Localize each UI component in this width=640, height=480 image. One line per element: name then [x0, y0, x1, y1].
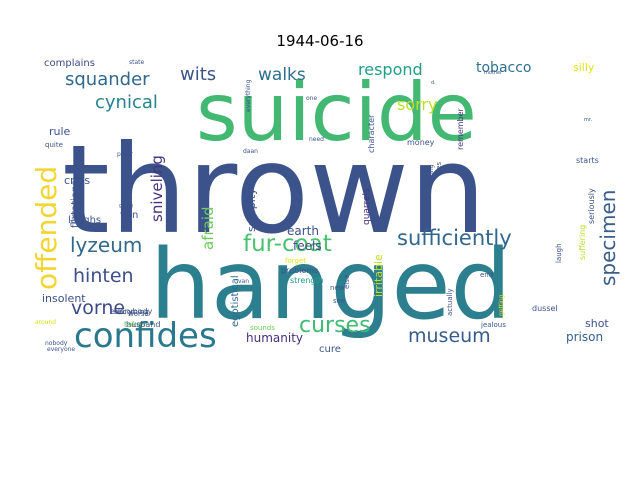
word-flirtations: flirtations — [70, 180, 81, 228]
chart-title: 1944-06-16 — [276, 32, 364, 50]
word-cynical: cynical — [95, 92, 158, 113]
word-irritable: irritable — [372, 254, 385, 297]
word-vorne: vorne — [71, 297, 125, 319]
word-going: going — [119, 203, 133, 209]
word-wits: wits — [180, 64, 216, 85]
word-thrown: thrown — [62, 119, 486, 261]
word-forget: forget — [285, 257, 306, 265]
word-jealous: jealous — [480, 321, 506, 329]
word-hinten: hinten — [73, 265, 134, 287]
word-fur-coat: fur-coat — [243, 231, 332, 257]
word-cries: cries — [64, 174, 90, 187]
word-new: new — [330, 284, 345, 292]
word-laugh: laugh — [555, 243, 563, 263]
word-suicide: suicide — [196, 66, 477, 159]
word-character: character — [367, 114, 376, 153]
word-curses: curses — [299, 313, 371, 338]
word-quarrels: quarrels — [362, 188, 372, 225]
word-everything: everything — [245, 79, 252, 112]
word-everybody: everybody — [110, 307, 153, 316]
word-mother: mother — [484, 70, 503, 76]
word-von: von — [120, 210, 138, 221]
word-peter: peter — [117, 151, 134, 158]
word-museum: museum — [408, 325, 491, 347]
word-van: van — [238, 278, 249, 285]
word-specimen: specimen — [596, 190, 620, 286]
word-end: end — [480, 271, 493, 279]
word-humanity: humanity — [246, 331, 303, 345]
word-cure: cure — [319, 344, 341, 355]
word-earth: earth — [287, 224, 319, 238]
word-see: see — [333, 297, 345, 305]
word-feels: feels — [293, 239, 322, 253]
word-strength: strength — [290, 276, 324, 285]
word-state: state — [129, 59, 145, 66]
word-money: money — [407, 138, 435, 147]
word-one: one — [306, 95, 317, 102]
word-insolent: insolent — [42, 292, 86, 305]
word-walks: walks — [258, 65, 306, 85]
word-suffering: suffering — [578, 225, 587, 260]
word-getting: getting — [498, 294, 505, 316]
word-else: else — [343, 275, 351, 289]
word-dussel: dussel — [532, 304, 558, 313]
word-squander: squander — [65, 69, 150, 90]
word-problems: problems — [281, 266, 318, 275]
word-worse: worse — [128, 310, 149, 318]
word-respond: respond — [358, 60, 423, 79]
word-everyone: everyone — [47, 346, 75, 353]
word-d: d. — [431, 80, 436, 86]
word-daan: daan — [243, 148, 258, 155]
word-quite: quite — [45, 141, 63, 149]
word-confides: confides — [74, 316, 217, 356]
word-actually: actually — [446, 288, 454, 316]
word-remember: remember — [456, 107, 465, 150]
word-sniveling: sniveling — [148, 155, 166, 222]
word-laughs: laughs — [68, 215, 101, 226]
word-mr: mr. — [584, 117, 592, 123]
word-afraid: afraid — [199, 206, 217, 250]
word-sounds: sounds — [250, 324, 275, 332]
word-husband: husband — [126, 320, 160, 329]
word-shot: shot — [585, 317, 609, 330]
word-prison: prison — [566, 330, 603, 344]
word-starts: starts — [576, 156, 599, 165]
word-need: need — [309, 136, 324, 143]
word-rule: rule — [49, 125, 71, 138]
word-becoming: becoming — [114, 308, 149, 316]
word-sorry: sorry — [397, 95, 437, 114]
word-nobody: nobody — [45, 340, 68, 347]
word-sufficiently: sufficiently — [397, 226, 512, 250]
word-complains: complains — [44, 58, 95, 69]
word-seriously: seriously — [587, 188, 596, 224]
word-lyzeum: lyzeum — [70, 233, 142, 257]
word-egotistical: egotistical — [230, 275, 241, 327]
word-talking: talking — [428, 164, 435, 185]
word-silly: silly — [573, 61, 595, 74]
word-yes: yes — [435, 162, 443, 174]
word-self-pity: self-pity — [245, 188, 258, 232]
word-offended: offended — [30, 166, 63, 290]
word-tobacco: tobacco — [476, 60, 531, 76]
word-takes: takes — [124, 320, 145, 329]
word-hanged: hanged — [150, 229, 511, 341]
word-around: around — [35, 319, 56, 326]
